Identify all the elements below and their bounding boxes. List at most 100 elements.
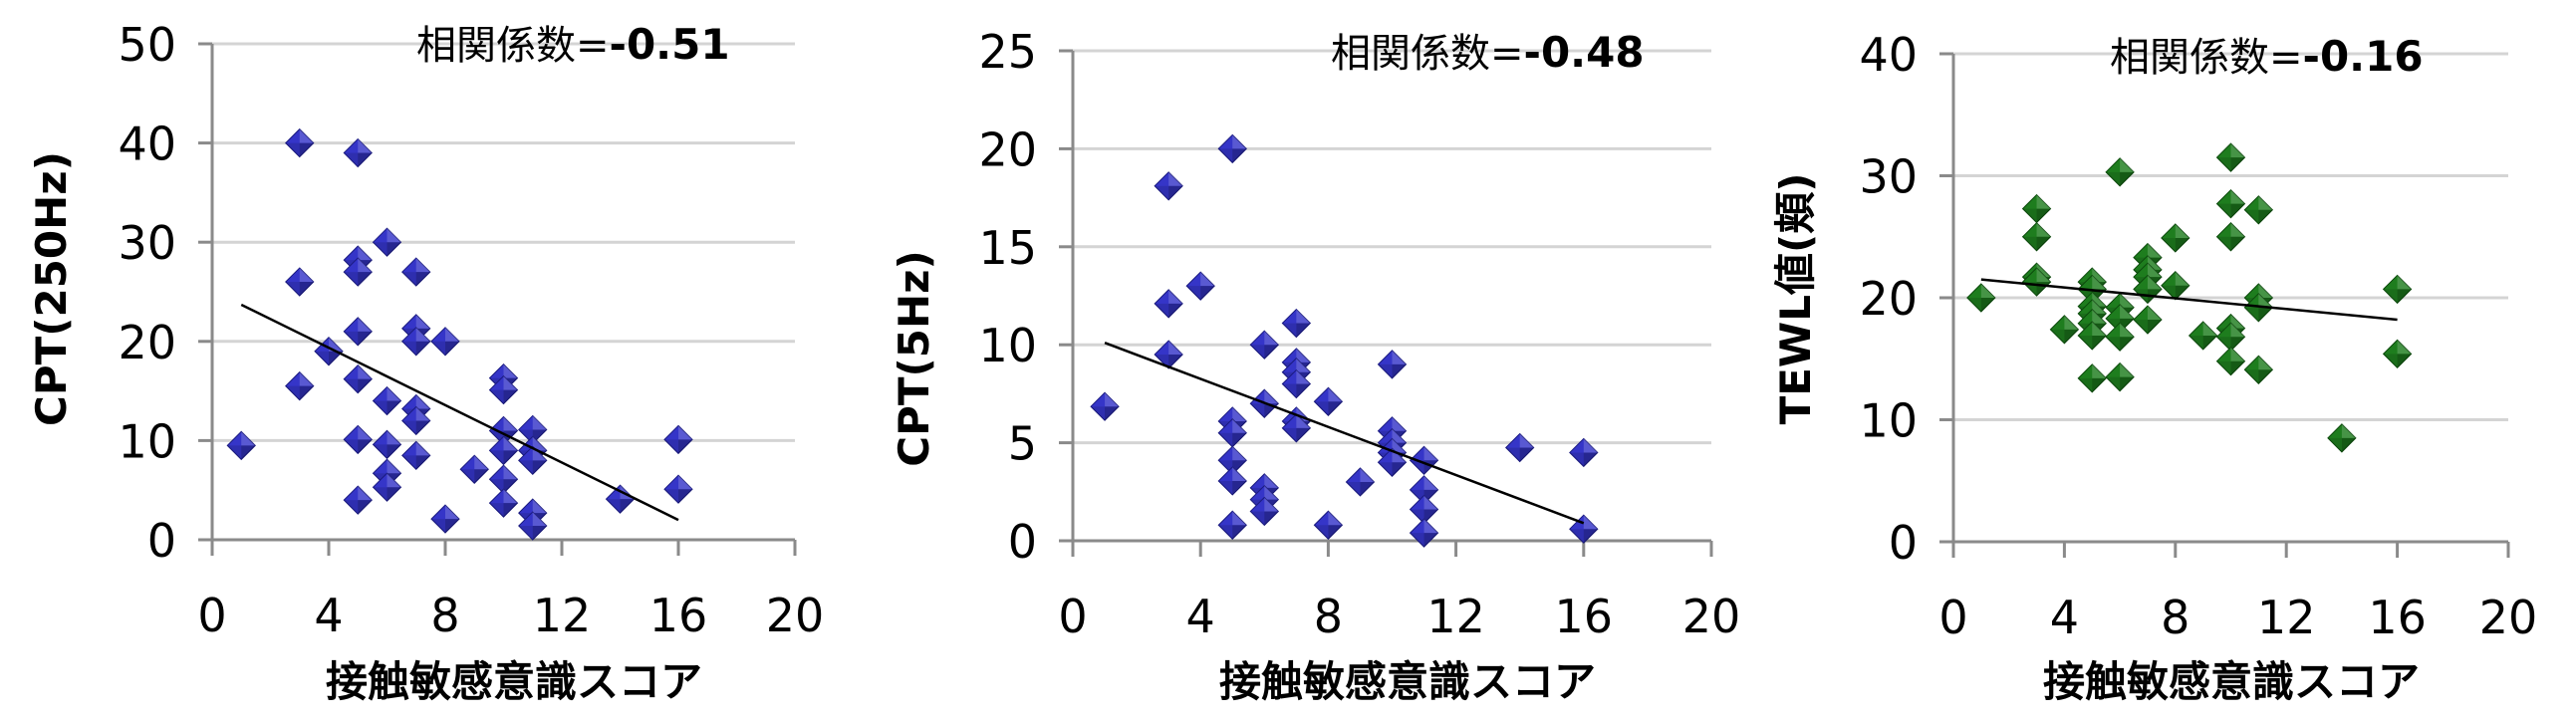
- data-point-diamond: [1409, 494, 1439, 525]
- data-point-diamond: [1217, 133, 1247, 164]
- data-point-diamond: [401, 327, 431, 357]
- data-point-diamond: [1217, 418, 1247, 448]
- chart-panel-cpt-250hz: 0 10 20 30 40 50 0 4 8 12 16 20 相関係数=-0.51 CPT(250H…: [0, 0, 857, 723]
- data-point-diamond: [488, 435, 519, 466]
- x-tick-label: 0: [1938, 591, 1967, 644]
- y-tick-label: 40: [118, 118, 176, 171]
- x-tick-label: 16: [649, 589, 708, 642]
- data-point-diamond: [1154, 289, 1183, 319]
- data-point-diamond: [2215, 222, 2246, 252]
- data-point-diamond: [1377, 447, 1408, 477]
- data-point-diamond: [1409, 518, 1439, 548]
- x-tick-label: 16: [2368, 591, 2427, 644]
- data-point-diamond: [372, 385, 402, 416]
- data-point-diamond: [1281, 308, 1312, 339]
- data-point-diamond: [343, 317, 373, 347]
- data-point-diamond: [2215, 188, 2246, 219]
- x-tick-label: 12: [1426, 590, 1485, 643]
- data-point-diamond: [518, 511, 548, 541]
- data-point-diamond: [1313, 386, 1344, 416]
- data-point-diamond: [401, 440, 431, 471]
- chart-panel-cpt-5hz: 0 5 10 15 20 25 0 4 8 12 16 20 相関係数=-0.48 CPT(5Hz) …: [890, 25, 1740, 706]
- y-tick-label: 10: [978, 319, 1037, 372]
- data-point-diamond: [430, 327, 460, 357]
- y-tick-label: 5: [1008, 417, 1037, 471]
- y-tick-label: 20: [978, 122, 1037, 176]
- data-point-diamond: [226, 430, 256, 461]
- x-tick-label: 4: [1186, 590, 1215, 643]
- x-tick-label: 8: [2161, 591, 2190, 644]
- data-point-diamond: [1504, 432, 1535, 463]
- data-point-diamond: [401, 405, 431, 436]
- trendline: [1980, 278, 2398, 322]
- data-point-diamond: [2021, 193, 2052, 224]
- correlation-annotation: 相関係数=-0.51: [416, 23, 730, 69]
- x-tick-label: 0: [1058, 590, 1087, 643]
- data-point-diamond: [488, 374, 519, 405]
- data-point-diamond: [1217, 466, 1247, 496]
- data-point-diamond: [2133, 305, 2163, 335]
- x-tick-label: 0: [197, 589, 226, 642]
- data-point-diamond: [1249, 496, 1280, 527]
- y-axis-label: TEWL値(頬): [1771, 172, 1820, 425]
- correlation-value: -0.16: [2302, 32, 2424, 81]
- data-point-diamond: [343, 257, 373, 287]
- data-point-diamond: [663, 474, 693, 504]
- data-point-diamond: [2049, 315, 2080, 345]
- data-point-diamond: [2215, 142, 2246, 172]
- data-point-diamond: [430, 504, 460, 534]
- y-tick-label: 50: [118, 18, 176, 72]
- y-tick-label: 20: [118, 316, 176, 369]
- data-point-diamond: [285, 370, 315, 401]
- y-tick-label: 0: [1889, 516, 1918, 570]
- data-point-diamond: [488, 464, 519, 494]
- data-point-diamond: [518, 445, 548, 476]
- data-point-diamond: [1281, 368, 1312, 399]
- y-tick-label: 15: [978, 221, 1037, 275]
- data-point-diamond: [1966, 283, 1996, 313]
- correlation-prefix: 相関係数=: [416, 23, 610, 69]
- data-point-diamond: [1569, 514, 1599, 544]
- scatter-plot: 0 10 20 30 40 50 0 4 8 12 16 20: [118, 18, 825, 642]
- data-point-diamond: [1569, 437, 1599, 468]
- data-point-diamond: [401, 257, 431, 287]
- x-tick-label: 16: [1555, 590, 1614, 643]
- y-tick-label: 10: [1859, 394, 1918, 448]
- data-point-diamond: [372, 472, 402, 502]
- x-tick-label: 4: [2050, 591, 2079, 644]
- x-tick-label: 20: [1682, 590, 1741, 643]
- x-tick-label: 20: [766, 589, 825, 642]
- data-point-diamond: [343, 137, 373, 168]
- data-point-diamond: [605, 484, 636, 514]
- data-point-diamond: [2021, 222, 2052, 252]
- y-tick-label: 30: [118, 216, 176, 270]
- data-point-diamond: [1249, 330, 1280, 360]
- x-axis-label: 接触敏感意識スコア: [1218, 657, 1597, 706]
- data-point-diamond: [2077, 321, 2107, 351]
- data-point-diamond: [2161, 223, 2190, 253]
- data-point-diamond: [1090, 391, 1120, 421]
- data-point-diamond: [285, 127, 315, 158]
- y-tick-label: 0: [147, 514, 176, 568]
- data-point-diamond: [1217, 510, 1247, 540]
- x-tick-label: 8: [1314, 590, 1343, 643]
- data-point-diamond: [1154, 171, 1183, 201]
- data-point-diamond: [2215, 322, 2246, 352]
- y-tick-label: 10: [118, 414, 176, 468]
- data-point-diamond: [1281, 413, 1312, 443]
- data-point-diamond: [2105, 322, 2135, 352]
- data-point-diamond: [1377, 350, 1408, 379]
- data-point-diamond: [2327, 423, 2357, 453]
- data-point-diamond: [1185, 271, 1215, 301]
- data-point-diamond: [2188, 321, 2218, 351]
- data-point-diamond: [1313, 510, 1344, 540]
- data-point-diamond: [2382, 274, 2413, 305]
- x-tick-label: 12: [2257, 591, 2316, 644]
- correlation-prefix: 相関係数=: [1331, 31, 1524, 77]
- data-point-diamond: [1409, 445, 1439, 476]
- data-point-diamond: [2243, 293, 2274, 323]
- data-point-diamond: [343, 485, 373, 515]
- y-tick-label: 25: [978, 25, 1037, 79]
